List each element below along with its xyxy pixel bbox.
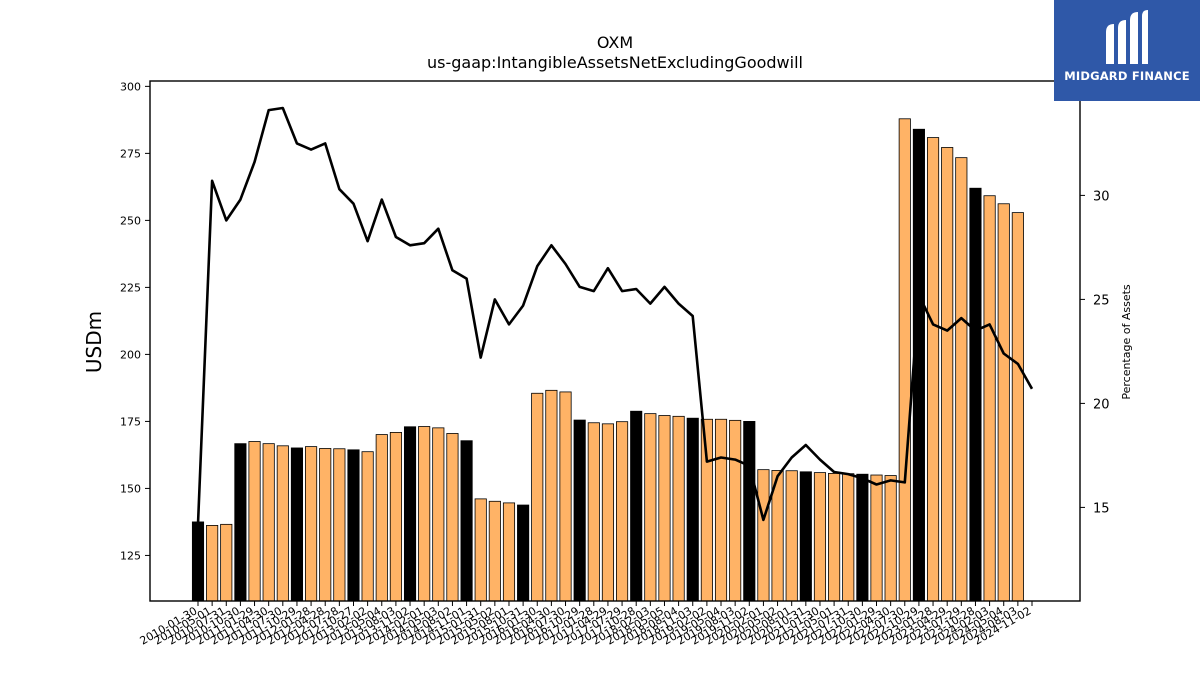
y-axis-label: USDm	[82, 311, 106, 373]
brand-logo: MIDGARD FINANCE	[1054, 0, 1200, 101]
bar	[828, 473, 841, 602]
bar	[361, 451, 374, 602]
bar	[601, 423, 614, 602]
y-tick-label: 275	[120, 147, 141, 160]
bar	[926, 137, 940, 602]
plot-frame	[149, 80, 1081, 602]
bar	[997, 203, 1010, 602]
bar	[630, 410, 643, 602]
bar	[941, 147, 954, 602]
bar	[898, 118, 911, 602]
bar	[262, 443, 275, 602]
bar	[389, 432, 402, 602]
bar	[191, 521, 205, 602]
bar	[446, 433, 459, 602]
bar	[206, 525, 219, 602]
bar	[375, 434, 388, 602]
bar	[884, 475, 897, 602]
bar	[856, 473, 869, 602]
y2-tick-label: 15	[1093, 501, 1110, 516]
midgard-m-icon	[1106, 10, 1148, 64]
bar	[517, 504, 530, 602]
bar	[743, 421, 756, 602]
bar	[700, 418, 713, 602]
bar	[305, 446, 318, 602]
bar	[432, 427, 445, 602]
bar	[616, 421, 629, 602]
y-tick-label: 125	[120, 549, 141, 562]
bar	[870, 474, 883, 602]
y2-tick-label: 25	[1093, 293, 1110, 308]
bar	[912, 128, 925, 602]
bar	[714, 418, 728, 602]
bar	[403, 426, 417, 602]
bar	[234, 443, 247, 602]
y-tick-label: 225	[120, 281, 141, 294]
bar	[587, 422, 600, 602]
bar	[319, 448, 332, 602]
bar	[531, 392, 544, 602]
bar	[418, 426, 431, 602]
bar	[969, 187, 982, 602]
chart-title: OXM	[597, 33, 633, 52]
y-tick-label: 175	[120, 415, 141, 428]
bar	[1011, 212, 1024, 602]
y-tick-label: 150	[120, 482, 141, 495]
bar	[220, 523, 233, 602]
bar	[290, 447, 304, 602]
bar	[757, 469, 770, 602]
bar	[347, 449, 360, 602]
y-tick-label: 250	[120, 214, 141, 227]
bar	[333, 448, 346, 602]
bar	[729, 419, 742, 602]
bar	[955, 157, 968, 602]
bar	[842, 473, 855, 602]
bar	[545, 389, 558, 602]
bar	[474, 498, 487, 602]
bar	[248, 441, 261, 602]
bar	[983, 195, 996, 602]
bar	[559, 391, 572, 602]
chart-subtitle: us-gaap:IntangibleAssetsNetExcludingGood…	[427, 53, 803, 72]
series-line	[196, 106, 1034, 525]
bar	[785, 470, 798, 602]
bar	[502, 502, 516, 602]
y2-axis-label: Percentage of Assets	[1120, 284, 1133, 400]
y2-tick-label: 30	[1093, 189, 1110, 204]
bar	[488, 500, 501, 602]
bar	[644, 413, 657, 602]
bar	[686, 417, 699, 602]
bar	[813, 472, 827, 602]
brand-name: MIDGARD FINANCE	[1064, 69, 1190, 83]
y-tick-label: 300	[120, 80, 141, 93]
bar	[460, 440, 473, 602]
bar	[573, 419, 586, 602]
bar	[658, 415, 671, 602]
bar	[276, 445, 289, 602]
y-tick-label: 200	[120, 348, 141, 361]
bar	[799, 471, 812, 602]
bar	[672, 415, 685, 602]
y2-tick-label: 20	[1093, 397, 1110, 412]
